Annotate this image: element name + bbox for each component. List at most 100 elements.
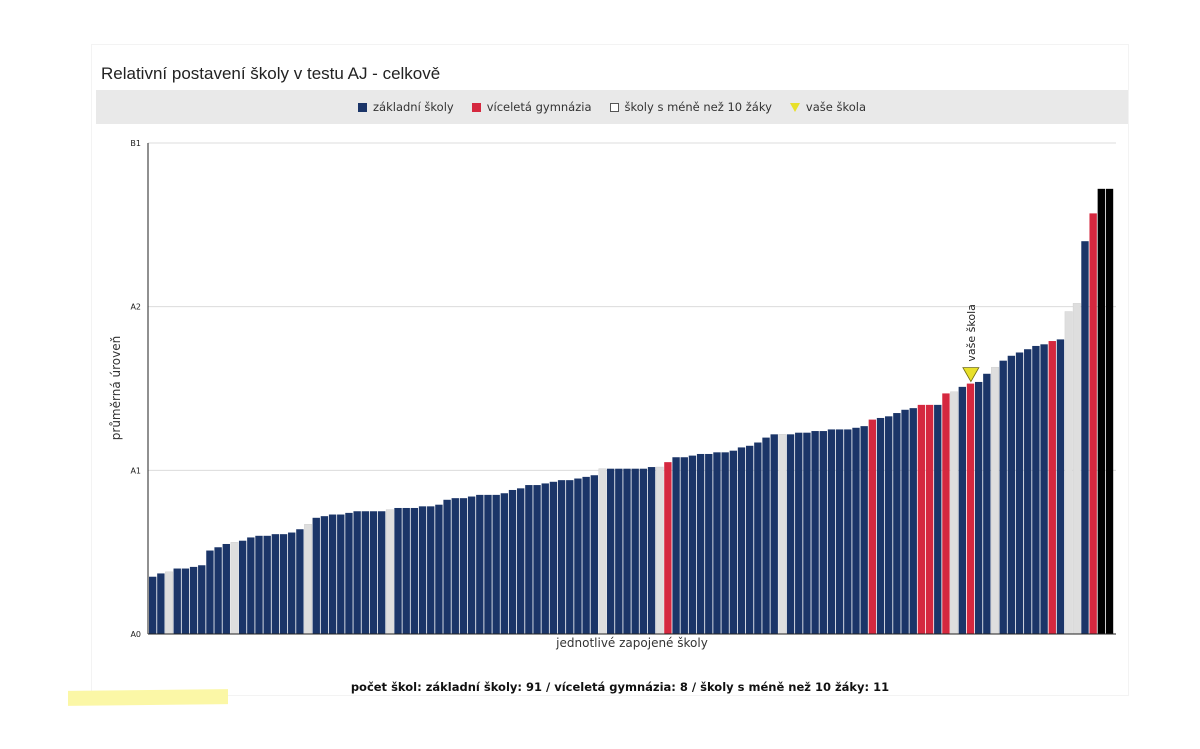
bar-62 bbox=[647, 467, 656, 634]
highlighter-mark bbox=[68, 689, 228, 706]
bar-70 bbox=[713, 452, 721, 634]
bar-44 bbox=[500, 493, 509, 634]
bar-38 bbox=[451, 498, 459, 634]
bar-18 bbox=[288, 532, 296, 634]
bar-95 bbox=[917, 404, 926, 634]
bar-93 bbox=[901, 409, 909, 634]
bar-9 bbox=[214, 547, 222, 634]
legend-label-vase-skola: vaše škola bbox=[805, 100, 866, 114]
bar-30 bbox=[385, 509, 394, 635]
bar-31 bbox=[394, 507, 402, 634]
bar-48 bbox=[533, 485, 541, 634]
legend-item-vase-skola: vaše škola bbox=[789, 100, 866, 114]
your-school-triangle-icon bbox=[962, 367, 980, 383]
bar-109 bbox=[1032, 345, 1040, 634]
bar-84 bbox=[827, 429, 836, 634]
bar-91 bbox=[885, 416, 893, 634]
bar-59 bbox=[623, 468, 631, 634]
chart-title: Relativní postavení školy v testu AJ - c… bbox=[101, 64, 441, 83]
bar-3 bbox=[165, 571, 173, 635]
school-count-footer: počet škol: základní školy: 91 / vícelet… bbox=[350, 680, 890, 694]
bar-17 bbox=[279, 534, 288, 634]
legend-swatch-zakladni-skoly bbox=[358, 102, 367, 112]
bar-118 bbox=[1105, 188, 1114, 634]
bar-36 bbox=[435, 504, 443, 634]
bar-54 bbox=[582, 476, 590, 634]
y-tick-label-b1: B1 bbox=[130, 139, 141, 148]
bar-96 bbox=[925, 404, 934, 634]
bar-51 bbox=[557, 480, 566, 634]
bar-87 bbox=[852, 427, 860, 634]
bar-98 bbox=[942, 393, 950, 634]
bar-114 bbox=[1072, 303, 1081, 635]
bar-117 bbox=[1097, 188, 1106, 634]
bar-82 bbox=[811, 431, 819, 634]
y-axis-label: průměrná úroveň bbox=[109, 336, 123, 440]
bar-116 bbox=[1089, 213, 1097, 634]
bar-57 bbox=[606, 468, 615, 634]
bar-88 bbox=[860, 426, 868, 634]
bar-42 bbox=[484, 494, 492, 634]
bar-89 bbox=[868, 419, 877, 634]
bar-103 bbox=[983, 373, 991, 634]
bar-63 bbox=[655, 466, 664, 635]
bar-74 bbox=[745, 445, 754, 634]
bar-99 bbox=[950, 391, 959, 635]
bar-50 bbox=[549, 481, 558, 634]
bar-83 bbox=[819, 431, 827, 634]
bar-81 bbox=[803, 432, 811, 634]
bar-53 bbox=[574, 478, 582, 634]
bar-112 bbox=[1056, 339, 1065, 634]
bar-80 bbox=[795, 432, 803, 634]
bar-86 bbox=[844, 429, 852, 634]
bar-25 bbox=[345, 512, 353, 634]
your-school-label: vaše škola bbox=[965, 304, 978, 361]
bar-94 bbox=[909, 408, 917, 634]
bar-45 bbox=[508, 489, 517, 634]
bar-52 bbox=[566, 480, 574, 634]
bar-35 bbox=[427, 506, 435, 634]
legend-band: základní školy víceletá gymnázia školy s… bbox=[96, 90, 1128, 124]
bar-10 bbox=[222, 543, 230, 634]
legend-swatch-gymnazia bbox=[471, 102, 481, 112]
axes bbox=[147, 143, 1116, 635]
legend-label-male-skoly: školy s méně než 10 žáky bbox=[624, 100, 772, 114]
bar-6 bbox=[189, 566, 198, 634]
bar-29 bbox=[377, 511, 386, 634]
bar-106 bbox=[1007, 355, 1016, 634]
y-tick-label-a2: A2 bbox=[130, 303, 141, 312]
bar-22 bbox=[320, 516, 329, 634]
bar-1 bbox=[149, 576, 157, 634]
bar-115 bbox=[1081, 241, 1089, 634]
bar-97 bbox=[934, 404, 942, 634]
bar-108 bbox=[1024, 349, 1032, 634]
bar-76 bbox=[762, 437, 770, 634]
bar-20 bbox=[304, 524, 313, 635]
bar-11 bbox=[230, 542, 239, 635]
legend-swatch-vase-skola bbox=[789, 102, 800, 112]
your-school-marker: vaše škola bbox=[962, 304, 980, 383]
bar-32 bbox=[402, 507, 410, 634]
bar-77 bbox=[770, 434, 778, 634]
bar-21 bbox=[312, 517, 320, 634]
bar-12 bbox=[238, 540, 247, 634]
bar-19 bbox=[296, 529, 304, 634]
bar-2 bbox=[157, 573, 165, 634]
legend-swatch-male-skoly bbox=[609, 102, 619, 112]
chart-legend: základní školy víceletá gymnázia školy s… bbox=[96, 90, 1128, 124]
legend-item-male-skoly: školy s méně než 10 žáky bbox=[609, 100, 772, 114]
legend-label-zakladni-skoly: základní školy bbox=[373, 100, 454, 114]
bar-66 bbox=[680, 457, 688, 634]
bar-41 bbox=[476, 494, 484, 634]
bar-73 bbox=[737, 447, 746, 634]
bar-111 bbox=[1048, 341, 1056, 634]
x-axis-label: jednotlivé zapojené školy bbox=[555, 636, 708, 650]
legend-item-gymnazia: víceletá gymnázia bbox=[471, 100, 592, 114]
bar-113 bbox=[1064, 311, 1073, 635]
bar-46 bbox=[517, 488, 525, 634]
bar-13 bbox=[247, 537, 255, 634]
bar-4 bbox=[173, 568, 181, 634]
bars bbox=[149, 188, 1114, 635]
y-tick-label-a1: A1 bbox=[130, 466, 141, 475]
bar-39 bbox=[459, 498, 468, 634]
